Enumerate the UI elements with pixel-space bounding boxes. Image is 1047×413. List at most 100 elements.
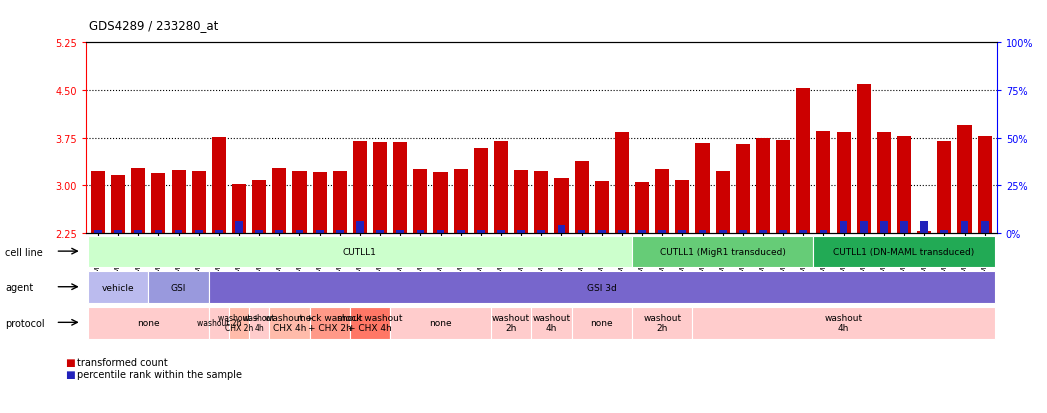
Text: vehicle: vehicle xyxy=(102,283,134,292)
Bar xyxy=(195,230,202,233)
Bar xyxy=(692,307,995,339)
Bar xyxy=(715,171,730,233)
Bar xyxy=(678,230,686,233)
Bar xyxy=(474,149,488,233)
Bar xyxy=(215,230,223,233)
Bar xyxy=(817,132,830,233)
Text: agent: agent xyxy=(5,282,34,292)
Bar xyxy=(272,169,287,233)
Text: washout +
CHX 2h: washout + CHX 2h xyxy=(219,313,260,332)
Bar xyxy=(981,222,988,233)
Bar xyxy=(275,230,283,233)
Bar xyxy=(175,230,182,233)
Bar xyxy=(531,307,572,339)
Bar xyxy=(639,230,646,233)
Bar xyxy=(269,307,310,339)
Bar xyxy=(255,230,263,233)
Bar xyxy=(719,230,727,233)
Text: CUTLL1 (DN-MAML transduced): CUTLL1 (DN-MAML transduced) xyxy=(833,247,975,256)
Bar xyxy=(575,162,588,233)
Bar xyxy=(414,169,427,233)
Text: protocol: protocol xyxy=(5,318,45,328)
Bar xyxy=(920,222,928,233)
Text: GDS4289 / 233280_at: GDS4289 / 233280_at xyxy=(89,19,219,32)
Text: CUTLL1 (MigR1 transduced): CUTLL1 (MigR1 transduced) xyxy=(660,247,785,256)
Bar xyxy=(456,230,465,233)
Text: washout
4h: washout 4h xyxy=(532,313,571,332)
Text: none: none xyxy=(429,318,452,328)
Bar xyxy=(477,230,485,233)
Bar xyxy=(900,222,908,233)
Bar xyxy=(876,133,891,233)
Bar xyxy=(572,307,632,339)
Text: percentile rank within the sample: percentile rank within the sample xyxy=(77,369,243,379)
Text: cell line: cell line xyxy=(5,247,43,257)
Bar xyxy=(373,143,387,233)
Text: none: none xyxy=(137,318,159,328)
Text: ■: ■ xyxy=(65,369,74,379)
Bar xyxy=(172,171,185,233)
Text: ■: ■ xyxy=(65,358,74,368)
Bar xyxy=(881,222,888,233)
Text: mock washout
+ CHX 4h: mock washout + CHX 4h xyxy=(337,313,403,332)
Bar xyxy=(111,175,126,233)
Bar xyxy=(417,230,424,233)
Bar xyxy=(636,183,649,233)
Bar xyxy=(698,230,707,233)
Bar xyxy=(960,222,968,233)
Text: washout
4h: washout 4h xyxy=(243,313,275,332)
Bar xyxy=(618,230,626,233)
Bar xyxy=(88,271,149,304)
Bar xyxy=(534,172,549,233)
Bar xyxy=(937,142,952,233)
Bar xyxy=(537,230,545,233)
Bar xyxy=(494,142,508,233)
Text: washout
2h: washout 2h xyxy=(492,313,530,332)
Bar xyxy=(316,230,324,233)
Bar xyxy=(453,170,468,233)
Bar xyxy=(491,307,531,339)
Bar xyxy=(88,307,208,339)
Bar xyxy=(232,185,246,233)
Text: washout +
CHX 4h: washout + CHX 4h xyxy=(265,313,314,332)
Bar xyxy=(978,136,992,233)
Bar xyxy=(675,181,689,233)
Bar xyxy=(632,307,692,339)
Bar xyxy=(356,222,363,233)
Bar xyxy=(759,230,766,233)
Bar xyxy=(350,307,391,339)
Bar xyxy=(814,236,995,268)
Bar xyxy=(917,231,931,233)
Bar xyxy=(336,230,343,233)
Bar xyxy=(837,133,850,233)
Bar xyxy=(397,230,404,233)
Text: none: none xyxy=(591,318,614,328)
Text: washout
2h: washout 2h xyxy=(643,313,682,332)
Bar xyxy=(149,271,208,304)
Bar xyxy=(134,230,142,233)
Text: GSI: GSI xyxy=(171,283,186,292)
Bar xyxy=(514,171,528,233)
Bar xyxy=(595,181,608,233)
Text: washout 2h: washout 2h xyxy=(197,318,241,328)
Bar xyxy=(353,142,367,233)
Bar xyxy=(739,230,747,233)
Bar xyxy=(632,236,814,268)
Bar xyxy=(820,230,827,233)
Bar xyxy=(578,230,585,233)
Bar xyxy=(598,230,605,233)
Bar xyxy=(249,307,269,339)
Bar xyxy=(615,133,629,233)
Bar xyxy=(517,230,525,233)
Bar xyxy=(333,172,347,233)
Bar xyxy=(295,230,304,233)
Bar xyxy=(779,230,787,233)
Bar xyxy=(313,173,327,233)
Text: washout
4h: washout 4h xyxy=(825,313,863,332)
Bar xyxy=(736,145,750,233)
Bar xyxy=(391,307,491,339)
Bar xyxy=(655,170,669,233)
Bar xyxy=(659,230,666,233)
Bar xyxy=(88,236,632,268)
Bar xyxy=(192,171,206,233)
